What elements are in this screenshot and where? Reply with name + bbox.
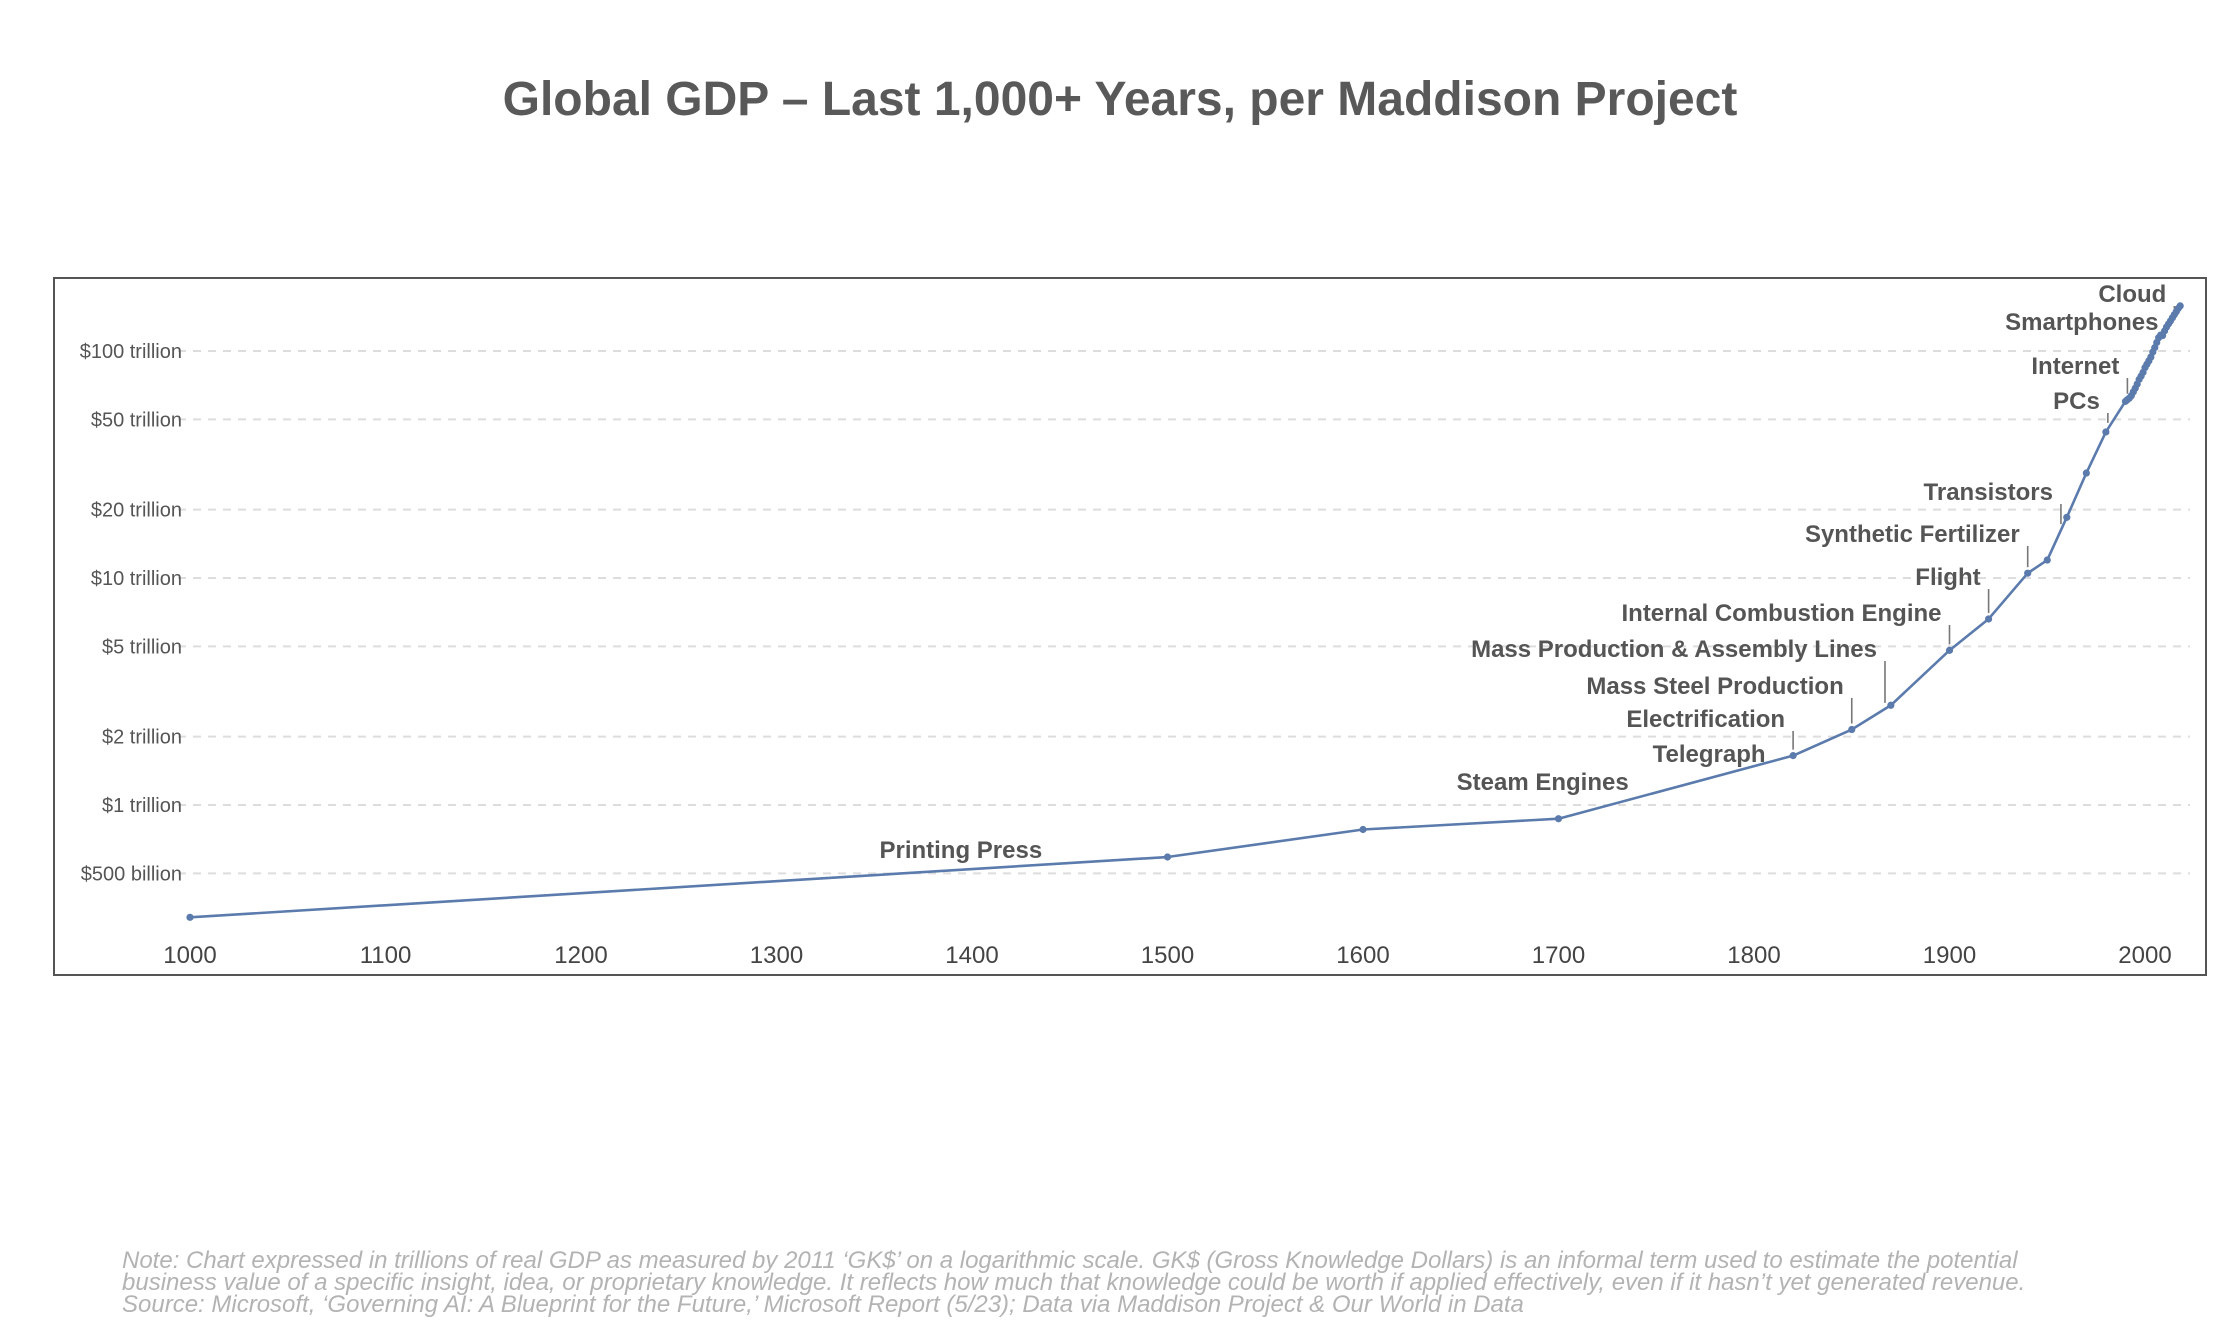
annotation-label: Electrification (1626, 706, 1785, 733)
x-tick-label: 1900 (1923, 942, 1976, 969)
data-point (2082, 469, 2090, 477)
data-point (2063, 513, 2071, 521)
annotation-label: Cloud (2098, 281, 2166, 308)
annotation-label: Transistors (1924, 479, 2053, 506)
gridlines (178, 350, 2190, 875)
footnote-line-1: Note: Chart expressed in trillions of re… (122, 1247, 2018, 1274)
y-tick-label: $10 trillion (91, 568, 182, 590)
x-tick-label: 1200 (554, 942, 607, 969)
annotations: Printing Press Steam Engines Telegraph Elec… (879, 281, 2176, 864)
annotation-label: Mass Production & Assembly Lines (1471, 636, 1877, 663)
data-point (2024, 569, 2032, 577)
y-axis-ticks: $500 billion $1 trillion $2 trillion $5 tri… (80, 341, 182, 885)
x-tick-label: 1100 (360, 942, 412, 969)
data-point (1887, 701, 1895, 709)
annotation-label: Internal Combustion Engine (1621, 600, 1941, 627)
data-points (186, 302, 2184, 921)
data-point (2043, 556, 2051, 564)
x-tick-label: 1000 (163, 942, 216, 969)
data-point (1945, 646, 1954, 654)
data-point (1554, 815, 1563, 823)
data-point (2176, 302, 2184, 310)
plot-frame (53, 277, 2207, 976)
y-tick-label: $100 trillion (80, 341, 182, 363)
annotation-label: Mass Steel Production (1586, 673, 1843, 700)
footnote-line-3: Source: Microsoft, ‘Governing AI: A Blue… (122, 1291, 1524, 1318)
y-tick-label: $50 trillion (91, 409, 182, 431)
annotation-label: Smartphones (2005, 309, 2158, 336)
data-point (1848, 725, 1856, 734)
data-point (1359, 825, 1367, 834)
y-tick-label: $20 trillion (91, 500, 182, 522)
annotation-label: Telegraph (1653, 741, 1766, 768)
x-tick-label: 1500 (1141, 942, 1194, 969)
footnote-line-2: business value of a specific insight, id… (122, 1269, 2026, 1296)
annotation-label: Internet (2031, 353, 2119, 380)
x-axis-ticks: 1000 1100 1200 1300 1400 1500 1600 1700 1800 1900… (163, 942, 2171, 969)
annotation-label: Printing Press (879, 837, 1042, 864)
annotation-label: Flight (1915, 564, 1980, 591)
footnote: Note: Chart expressed in trillions of re… (122, 1247, 2202, 1318)
y-tick-label: $2 trillion (102, 727, 182, 749)
x-tick-label: 1400 (945, 942, 998, 969)
x-tick-label: 1800 (1727, 942, 1780, 969)
x-tick-label: 1700 (1532, 942, 1585, 969)
x-tick-label: 1600 (1336, 942, 1389, 969)
data-point (1985, 615, 1993, 623)
annotation-label: Synthetic Fertilizer (1805, 521, 2020, 548)
data-point (1163, 853, 1172, 861)
x-tick-label: 2000 (2118, 942, 2171, 969)
x-tick-label: 1300 (750, 942, 803, 969)
chart-title: Global GDP – Last 1,000+ Years, per Madd… (502, 73, 1738, 126)
y-tick-label: $500 billion (81, 863, 182, 885)
y-tick-label: $5 trillion (102, 636, 182, 658)
annotation-label: Steam Engines (1457, 769, 1629, 796)
data-point (186, 913, 194, 921)
data-point (1789, 752, 1797, 760)
annotation-label: PCs (2053, 388, 2100, 415)
y-tick-label: $1 trillion (102, 795, 182, 817)
data-point (2102, 428, 2110, 436)
